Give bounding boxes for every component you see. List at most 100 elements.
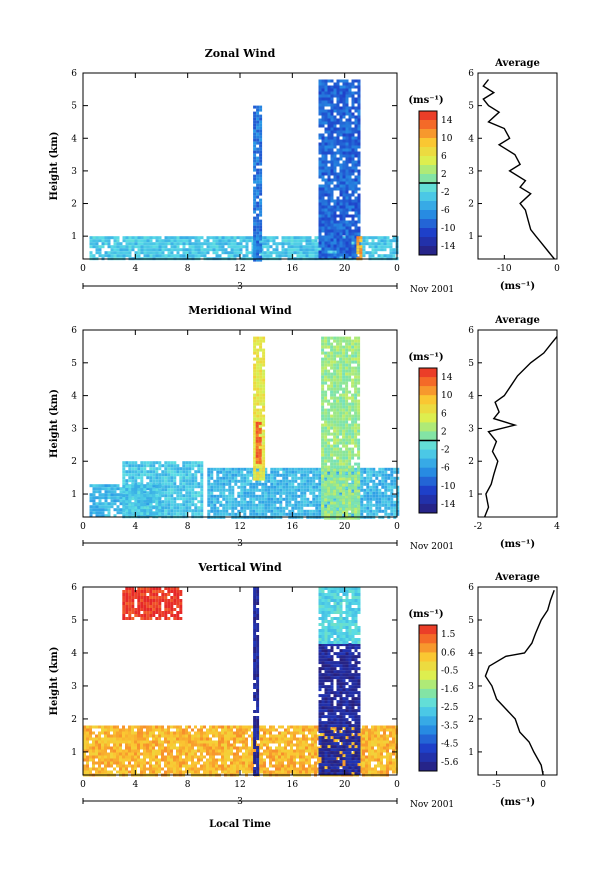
panel-2-cell bbox=[140, 491, 144, 495]
panel-2-cell bbox=[116, 505, 120, 509]
panel-1-cell bbox=[253, 156, 257, 160]
panel-2-cell bbox=[321, 441, 325, 445]
panel-1-cell bbox=[128, 254, 132, 258]
panel-2-cell bbox=[276, 506, 280, 510]
panel-1-cell bbox=[357, 151, 361, 155]
panel-2-cell bbox=[354, 462, 358, 466]
panel-3-cell bbox=[161, 743, 164, 747]
panel-2-cell bbox=[228, 485, 232, 489]
panel-3-cell bbox=[119, 728, 122, 732]
panel-1-cell bbox=[302, 251, 306, 255]
panel-2-cell bbox=[270, 467, 274, 471]
panel-1-cell bbox=[318, 136, 322, 140]
panel-2-cell bbox=[345, 396, 349, 400]
panel-1-cell bbox=[336, 229, 340, 233]
panel-2-cell bbox=[342, 357, 346, 361]
panel-1-cell bbox=[253, 147, 257, 151]
panel-2-cell bbox=[330, 480, 334, 484]
panel-2-cell bbox=[324, 345, 328, 349]
panel-1-cell bbox=[318, 205, 322, 209]
panel-2-cell bbox=[345, 453, 349, 457]
panel-3-cell bbox=[137, 737, 140, 741]
panel-2-cell bbox=[167, 485, 171, 489]
panel-3-cell bbox=[203, 743, 206, 747]
panel-2-cell bbox=[312, 479, 316, 483]
panel-3-cell bbox=[134, 737, 137, 741]
panel-1-cell bbox=[330, 214, 334, 218]
panel-1-cell bbox=[179, 236, 183, 240]
panel-1-cell bbox=[371, 254, 375, 258]
panel-1-cell bbox=[110, 245, 114, 249]
panel-1-cell bbox=[110, 248, 114, 252]
panel-2-cell bbox=[357, 438, 361, 442]
panel-2-cell bbox=[207, 509, 211, 513]
panel-3-cell bbox=[284, 737, 287, 741]
panel-1-cell bbox=[269, 239, 273, 243]
panel-1-cell bbox=[253, 180, 257, 184]
panel-3-cell bbox=[185, 740, 188, 744]
panel-1-cell bbox=[143, 242, 147, 246]
panel-1-y-tick-label: 5 bbox=[71, 102, 77, 112]
panel-1-cell bbox=[305, 254, 309, 258]
panel-2-cell bbox=[158, 461, 162, 465]
panel-2-cell bbox=[333, 402, 337, 406]
panel-2-cell bbox=[98, 484, 102, 488]
panel-1-cell bbox=[256, 117, 260, 121]
panel-2-cell bbox=[234, 482, 238, 486]
panel-2-cell bbox=[321, 468, 325, 472]
panel-2-cell bbox=[256, 402, 260, 406]
panel-1-cell bbox=[318, 214, 322, 218]
panel-2-cell bbox=[381, 479, 385, 483]
panel-2-cell bbox=[149, 512, 153, 516]
panel-2-cell bbox=[276, 500, 280, 504]
panel-3-cell bbox=[311, 737, 314, 741]
panel-2-cell bbox=[95, 505, 99, 509]
panel-2-cell bbox=[336, 342, 340, 346]
panel-2-cell bbox=[336, 462, 340, 466]
panel-2-cell bbox=[219, 488, 223, 492]
panel-2-cell bbox=[348, 495, 352, 499]
panel-3-cell bbox=[233, 725, 236, 729]
panel-2-colorbar-bin bbox=[419, 440, 437, 451]
panel-3-cell bbox=[374, 734, 377, 738]
panel-3-cell bbox=[263, 740, 266, 744]
panel-2-cell bbox=[312, 467, 316, 471]
panel-1-cell bbox=[256, 159, 260, 163]
panel-1-cell bbox=[327, 235, 331, 239]
panel-2-cell bbox=[104, 505, 108, 509]
panel-1-cell bbox=[256, 192, 260, 196]
panel-1-cell bbox=[345, 199, 349, 203]
panel-1-cell bbox=[348, 154, 352, 158]
panel-2-cell bbox=[262, 465, 266, 469]
panel-1-cell bbox=[339, 145, 343, 149]
panel-2-cell bbox=[333, 429, 337, 433]
panel-2-cell bbox=[342, 426, 346, 430]
panel-2-cell bbox=[191, 461, 195, 465]
panel-2-cell bbox=[253, 438, 257, 442]
panel-2-cell bbox=[318, 494, 322, 498]
panel-2-cell bbox=[176, 485, 180, 489]
panel-1-cell bbox=[336, 127, 340, 131]
panel-1-cell bbox=[253, 231, 257, 235]
panel-3-cell bbox=[161, 728, 164, 732]
panel-2-cell bbox=[351, 381, 355, 385]
panel-2-cell bbox=[219, 509, 223, 513]
panel-2-cell bbox=[363, 479, 367, 483]
panel-2-cell bbox=[327, 336, 331, 340]
panel-2-cell bbox=[273, 503, 277, 507]
panel-2-cell bbox=[167, 461, 171, 465]
panel-1-cell bbox=[327, 241, 331, 245]
panel-2-cell bbox=[333, 351, 337, 355]
panel-2-cell bbox=[249, 503, 253, 507]
panel-1-cell bbox=[339, 88, 343, 92]
panel-1-cell bbox=[188, 251, 192, 255]
panel-1-cell bbox=[345, 214, 349, 218]
panel-2-cell bbox=[164, 491, 168, 495]
panel-2-cell bbox=[152, 488, 156, 492]
panel-2-cell bbox=[336, 354, 340, 358]
panel-2-cell bbox=[345, 432, 349, 436]
panel-2-cell bbox=[216, 512, 220, 516]
panel-2-cell bbox=[357, 387, 361, 391]
panel-1-cell bbox=[351, 202, 355, 206]
panel-2-cell bbox=[345, 414, 349, 418]
